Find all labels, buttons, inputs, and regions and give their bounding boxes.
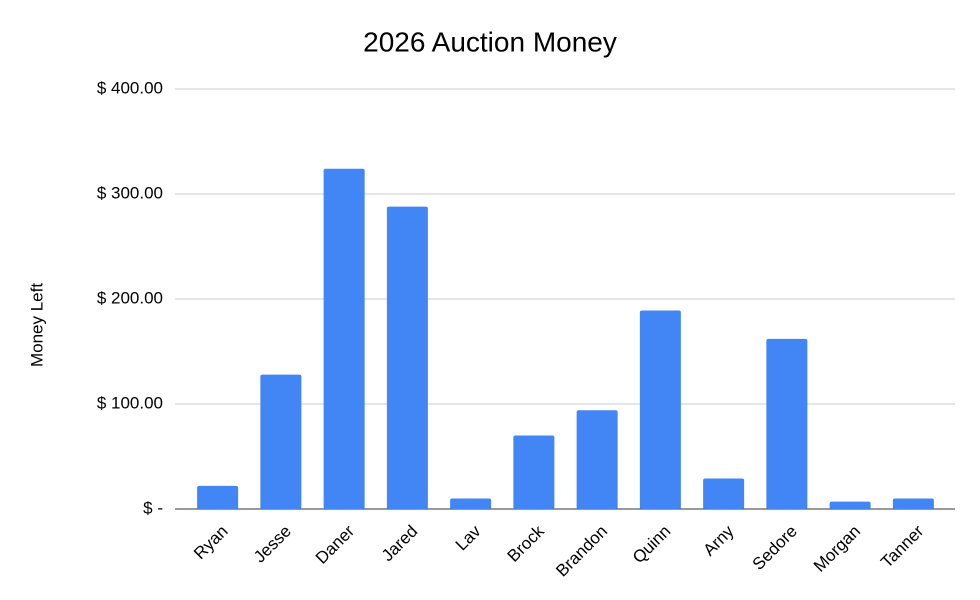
x-tick-label: Brock: [504, 521, 549, 566]
y-tick-label: $ 300.00: [97, 183, 163, 202]
bar: [829, 501, 871, 509]
chart-title: 2026 Auction Money: [363, 26, 617, 57]
x-tick-label: Lav: [452, 521, 485, 554]
x-tick-label: Sedore: [749, 522, 801, 574]
bar: [639, 310, 681, 509]
bar: [386, 206, 428, 509]
x-tick-label: Jesse: [250, 522, 295, 567]
bar: [260, 374, 302, 509]
x-tick-label: Morgan: [810, 522, 864, 576]
y-tick-label: $ 200.00: [97, 288, 163, 307]
x-tick-label: Arny: [699, 521, 738, 560]
x-tick-label: Daner: [312, 521, 358, 567]
x-tick-label: Brandon: [552, 522, 611, 581]
bar: [450, 498, 492, 509]
y-axis-label: Money Left: [27, 283, 46, 367]
bar: [197, 485, 239, 509]
bar: [703, 478, 745, 509]
bar: [576, 410, 618, 509]
x-tick-label: Ryan: [190, 522, 231, 563]
x-tick-label: Quinn: [629, 522, 675, 568]
bar: [323, 168, 365, 510]
y-tick-label: $ 100.00: [97, 393, 163, 412]
y-tick-label: $ 400.00: [97, 78, 163, 97]
bar: [513, 435, 555, 509]
bar: [892, 498, 934, 509]
x-tick-label: Tanner: [877, 521, 927, 571]
y-tick-label: $ -: [143, 498, 163, 517]
x-tick-label: Jared: [378, 522, 422, 566]
bar: [766, 338, 808, 509]
